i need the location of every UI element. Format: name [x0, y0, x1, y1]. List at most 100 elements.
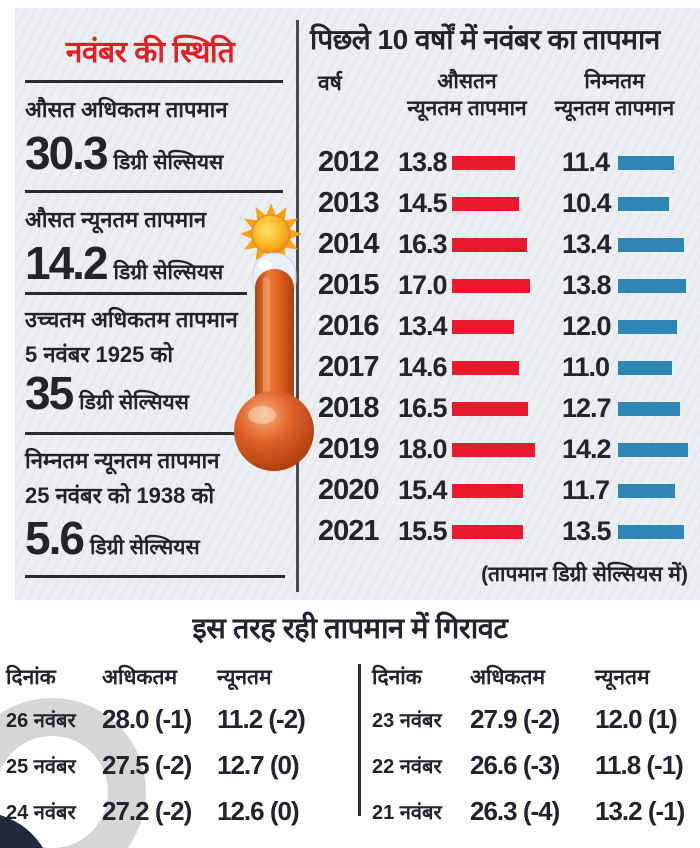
min-cell: 11.8 (-1) — [595, 749, 684, 780]
min-bar — [618, 279, 686, 293]
year-cell: 2012 — [318, 146, 380, 178]
col-header-date: दिनांक — [372, 666, 422, 689]
bottom-table-left: दिनांक अधिकतम न्यूनतम 26 नवंबर 28.0 (-1)… — [6, 658, 321, 834]
avg-value: 17.0 — [398, 270, 448, 300]
thermometer-icon — [234, 252, 314, 471]
avg-value: 15.5 — [398, 516, 448, 546]
stat-avg-max-value: 30.3 डिग्री सेल्सियस — [25, 126, 223, 180]
max-cell: 27.5 (-2) — [102, 749, 192, 780]
weather-infographic-panel: नवंबर की स्थिति औसत अधिकतम तापमान 30.3 डि… — [15, 8, 700, 600]
ten-year-chart-panel: पिछले 10 वर्षों में नवंबर का तापमान वर्ष… — [300, 8, 700, 600]
chart-row: 2016 13.4 12.0 — [300, 306, 700, 347]
header-line: न्यूनतम तापमान — [407, 97, 527, 120]
avg-value: 13.8 — [398, 147, 448, 177]
sun-icon — [240, 203, 302, 265]
stat-highest-max-label: उच्चतम अधिकतम तापमान — [25, 307, 238, 332]
bottom-table-right: दिनांक अधिकतम न्यूनतम 23 नवंबर 27.9 (-2)… — [372, 658, 695, 834]
col-header-max: अधिकतम — [102, 666, 178, 689]
rule — [25, 190, 283, 193]
unit-label: डिग्री सेल्सियस — [79, 391, 189, 414]
min-value: 11.7 — [562, 475, 610, 505]
chart-rows: 2012 13.8 11.4 2013 14.5 10.4 2014 16.3 … — [300, 142, 700, 552]
stat-highest-max-value: 35 डिग्री सेल्सियस — [25, 366, 189, 420]
min-bar — [618, 402, 681, 416]
date-cell: 26 नवंबर — [6, 709, 76, 732]
chart-row: 2019 18.0 14.2 — [300, 429, 700, 470]
min-bar — [618, 156, 674, 170]
min-cell: 12.7 (0) — [217, 749, 300, 780]
max-cell: 27.2 (-2) — [102, 795, 192, 826]
november-status-panel: नवंबर की स्थिति औसत अधिकतम तापमान 30.3 डि… — [15, 8, 314, 600]
year-cell: 2014 — [318, 228, 380, 260]
avg-value: 14.6 — [398, 352, 448, 382]
min-value: 12.0 — [562, 311, 612, 341]
header-line: औसतन — [437, 70, 497, 93]
min-value: 10.4 — [562, 188, 612, 218]
avg-bar — [452, 279, 531, 293]
rule — [25, 292, 247, 295]
min-bar — [618, 484, 676, 498]
chart-row: 2014 16.3 13.4 — [300, 224, 700, 265]
min-value: 14.2 — [562, 434, 612, 464]
year-cell: 2016 — [318, 310, 380, 342]
rule — [25, 80, 283, 83]
max-cell: 27.9 (-2) — [470, 703, 560, 734]
chart-row: 2012 13.8 11.4 — [300, 142, 700, 183]
stat-lowest-min-value: 5.6 डिग्री सेल्सियस — [25, 511, 200, 565]
year-cell: 2019 — [318, 433, 380, 465]
avg-bar — [452, 402, 528, 416]
avg-value: 18.0 — [398, 434, 448, 464]
header-line: निम्नतम — [584, 70, 645, 93]
chart-title: पिछले 10 वर्षों में नवंबर का तापमान — [310, 24, 660, 55]
big-number: 5.6 — [25, 512, 85, 564]
big-number: 35 — [25, 367, 74, 419]
unit-label: डिग्री सेल्सियस — [89, 536, 200, 559]
column-header-avg-min: औसतन न्यूनतम तापमान — [382, 68, 552, 122]
date-cell: 23 नवंबर — [372, 709, 442, 732]
avg-value: 15.4 — [398, 475, 448, 505]
column-header-lowest-min: निम्नतम न्यूनतम तापमान — [532, 68, 697, 122]
min-bar — [618, 525, 685, 539]
big-number: 14.2 — [25, 237, 109, 289]
bottom-section-title: इस तरह रही तापमान में गिरावट — [192, 613, 508, 645]
chart-row: 2013 14.5 10.4 — [300, 183, 700, 224]
min-value: 13.4 — [562, 229, 612, 259]
chart-row: 2020 15.4 11.7 — [300, 470, 700, 511]
max-cell: 26.3 (-4) — [470, 795, 560, 826]
avg-bar — [452, 484, 523, 498]
chart-footnote: (तापमान डिग्री सेल्सियस में) — [481, 563, 688, 586]
min-bar — [618, 320, 677, 334]
min-value: 11.0 — [562, 352, 610, 382]
panel-divider — [296, 20, 299, 592]
stat-lowest-min-label: निम्नतम न्यूनतम तापमान — [25, 448, 220, 473]
max-cell: 26.6 (-3) — [470, 749, 560, 780]
avg-bar — [452, 361, 520, 375]
min-cell: 12.0 (1) — [595, 703, 678, 734]
rule — [25, 575, 285, 578]
unit-label: डिग्री सेल्सियस — [113, 261, 224, 284]
col-header-date: दिनांक — [6, 666, 56, 689]
avg-bar — [452, 320, 514, 334]
min-value: 13.8 — [562, 270, 612, 300]
chart-row: 2021 15.5 13.5 — [300, 511, 700, 552]
min-value: 12.7 — [562, 393, 612, 423]
stat-avg-min-label: औसत न्यूनतम तापमान — [25, 207, 207, 232]
stat-lowest-min-date: 25 नवंबर को 1938 को — [25, 483, 215, 508]
avg-bar — [452, 443, 535, 457]
year-cell: 2020 — [318, 474, 380, 506]
min-bar — [618, 361, 672, 375]
chart-row: 2018 16.5 12.7 — [300, 388, 700, 429]
year-cell: 2021 — [318, 515, 380, 547]
bottom-tables-divider — [358, 664, 361, 816]
avg-bar — [452, 525, 524, 539]
col-header-min: न्यूनतम — [217, 666, 272, 689]
avg-value: 16.5 — [398, 393, 448, 423]
avg-value: 16.3 — [398, 229, 448, 259]
stat-highest-max-date: 5 नवंबर 1925 को — [25, 342, 174, 367]
date-cell: 24 नवंबर — [6, 801, 76, 824]
chart-row: 2017 14.6 11.0 — [300, 347, 700, 388]
min-bar — [618, 197, 669, 211]
chart-row: 2015 17.0 13.8 — [300, 265, 700, 306]
header-line: न्यूनतम तापमान — [554, 97, 675, 120]
